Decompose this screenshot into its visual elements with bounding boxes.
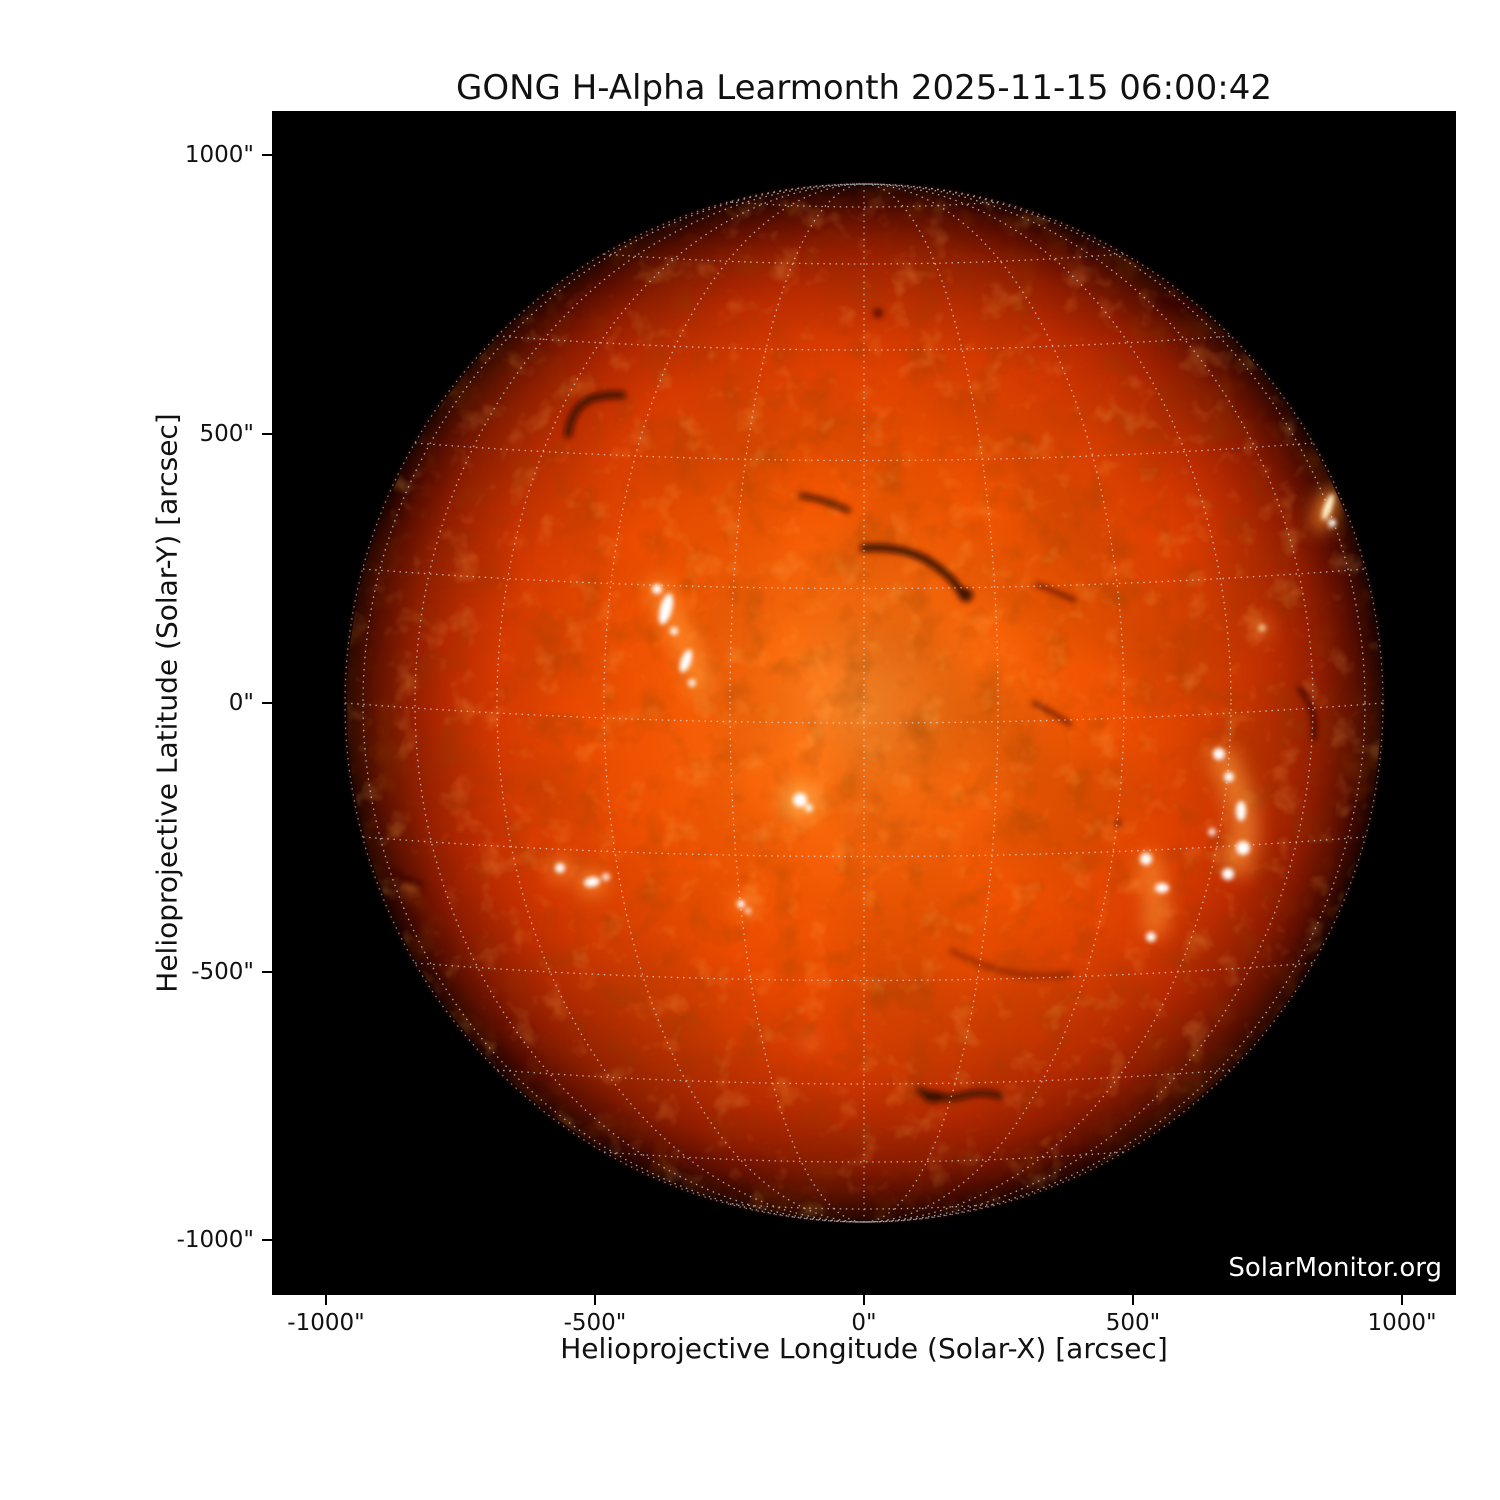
plage-core <box>1155 883 1169 893</box>
plage-core <box>1328 519 1336 527</box>
dark-spot <box>1114 819 1122 827</box>
y-tick-label: 0" <box>228 690 254 716</box>
y-tick-mark <box>262 433 272 435</box>
plage-core <box>670 627 678 635</box>
grid-meridian <box>729 183 999 1223</box>
dark-spot <box>873 308 883 318</box>
plage-core <box>1213 748 1225 760</box>
plage-core <box>1224 772 1234 782</box>
x-tick-label: -1000" <box>287 1310 365 1336</box>
plage-core <box>688 679 696 687</box>
figure-title: GONG H-Alpha Learmonth 2025-11-15 06:00:… <box>456 68 1272 108</box>
y-tick-mark <box>262 154 272 156</box>
x-tick-label: 0" <box>851 1310 877 1336</box>
plage-core <box>1236 801 1246 821</box>
plage-core <box>1222 868 1234 880</box>
plage-core <box>793 793 807 807</box>
x-tick-mark <box>863 1295 865 1305</box>
filament <box>1035 582 1077 603</box>
plage-core <box>602 873 610 881</box>
grid-parallel <box>362 836 1366 858</box>
sun-halpha-image <box>272 111 1456 1295</box>
x-tick-label: -500" <box>563 1310 627 1336</box>
x-tick-label: 500" <box>1105 1310 1161 1336</box>
filament-knot <box>923 1091 945 1103</box>
plage-core <box>679 649 693 673</box>
y-tick-label: 1000" <box>184 142 254 168</box>
plage-core <box>1321 493 1335 521</box>
filament <box>1031 700 1073 727</box>
x-tick-mark <box>594 1295 596 1305</box>
grid-parallel <box>362 568 1366 590</box>
grid-parallel <box>496 1069 1232 1085</box>
heliographic-grid <box>344 183 1384 1223</box>
chromosphere-texture <box>347 186 1381 1220</box>
plage-core <box>1258 624 1266 632</box>
filament <box>564 390 626 438</box>
grid-parallel <box>414 962 1314 982</box>
y-tick-label: -1000" <box>176 1227 254 1253</box>
grid-meridian <box>496 183 1232 1223</box>
solar-image-plot <box>272 111 1456 1295</box>
grid-parallel <box>414 442 1314 462</box>
filament <box>387 868 423 887</box>
plage-core <box>1236 841 1250 855</box>
grid-meridian <box>362 183 1366 1223</box>
grid-meridian <box>414 183 1314 1223</box>
x-tick-label: 1000" <box>1367 1310 1437 1336</box>
plage-core <box>1208 828 1216 836</box>
x-tick-mark <box>1401 1295 1403 1305</box>
filament <box>948 947 1074 980</box>
limb-circle <box>344 183 1384 1223</box>
plage-halo <box>1133 848 1168 937</box>
plage-core <box>745 908 751 914</box>
plage-core <box>652 584 662 594</box>
y-tick-mark <box>262 971 272 973</box>
plage-halo <box>803 1034 817 1048</box>
grid-parallel <box>496 335 1232 351</box>
plage-cores <box>555 493 1336 942</box>
x-tick-mark <box>325 1295 327 1305</box>
y-axis-label: Helioprojective Latitude (Solar-Y) [arcs… <box>150 413 184 993</box>
filament <box>1297 686 1318 741</box>
plage-core <box>584 876 600 888</box>
x-axis-label: Helioprojective Longitude (Solar-X) [arc… <box>560 1332 1168 1365</box>
solarmonitor-watermark: SolarMonitor.org <box>1228 1253 1442 1283</box>
grid-meridian <box>603 183 1125 1223</box>
plage-core <box>658 593 674 625</box>
filaments-layer <box>387 294 1318 1103</box>
y-tick-mark <box>262 1239 272 1241</box>
filament <box>860 543 966 598</box>
y-tick-label: -500" <box>191 959 254 985</box>
plage-core <box>1140 853 1152 865</box>
grid-parallel <box>344 702 1384 724</box>
plage-core <box>1146 932 1156 942</box>
filament-knot <box>959 588 973 602</box>
x-tick-mark <box>1132 1295 1134 1305</box>
plage-core <box>805 804 813 812</box>
y-tick-label: 500" <box>199 421 254 447</box>
plage-core <box>555 863 565 873</box>
filament <box>799 493 851 513</box>
y-tick-mark <box>262 702 272 704</box>
